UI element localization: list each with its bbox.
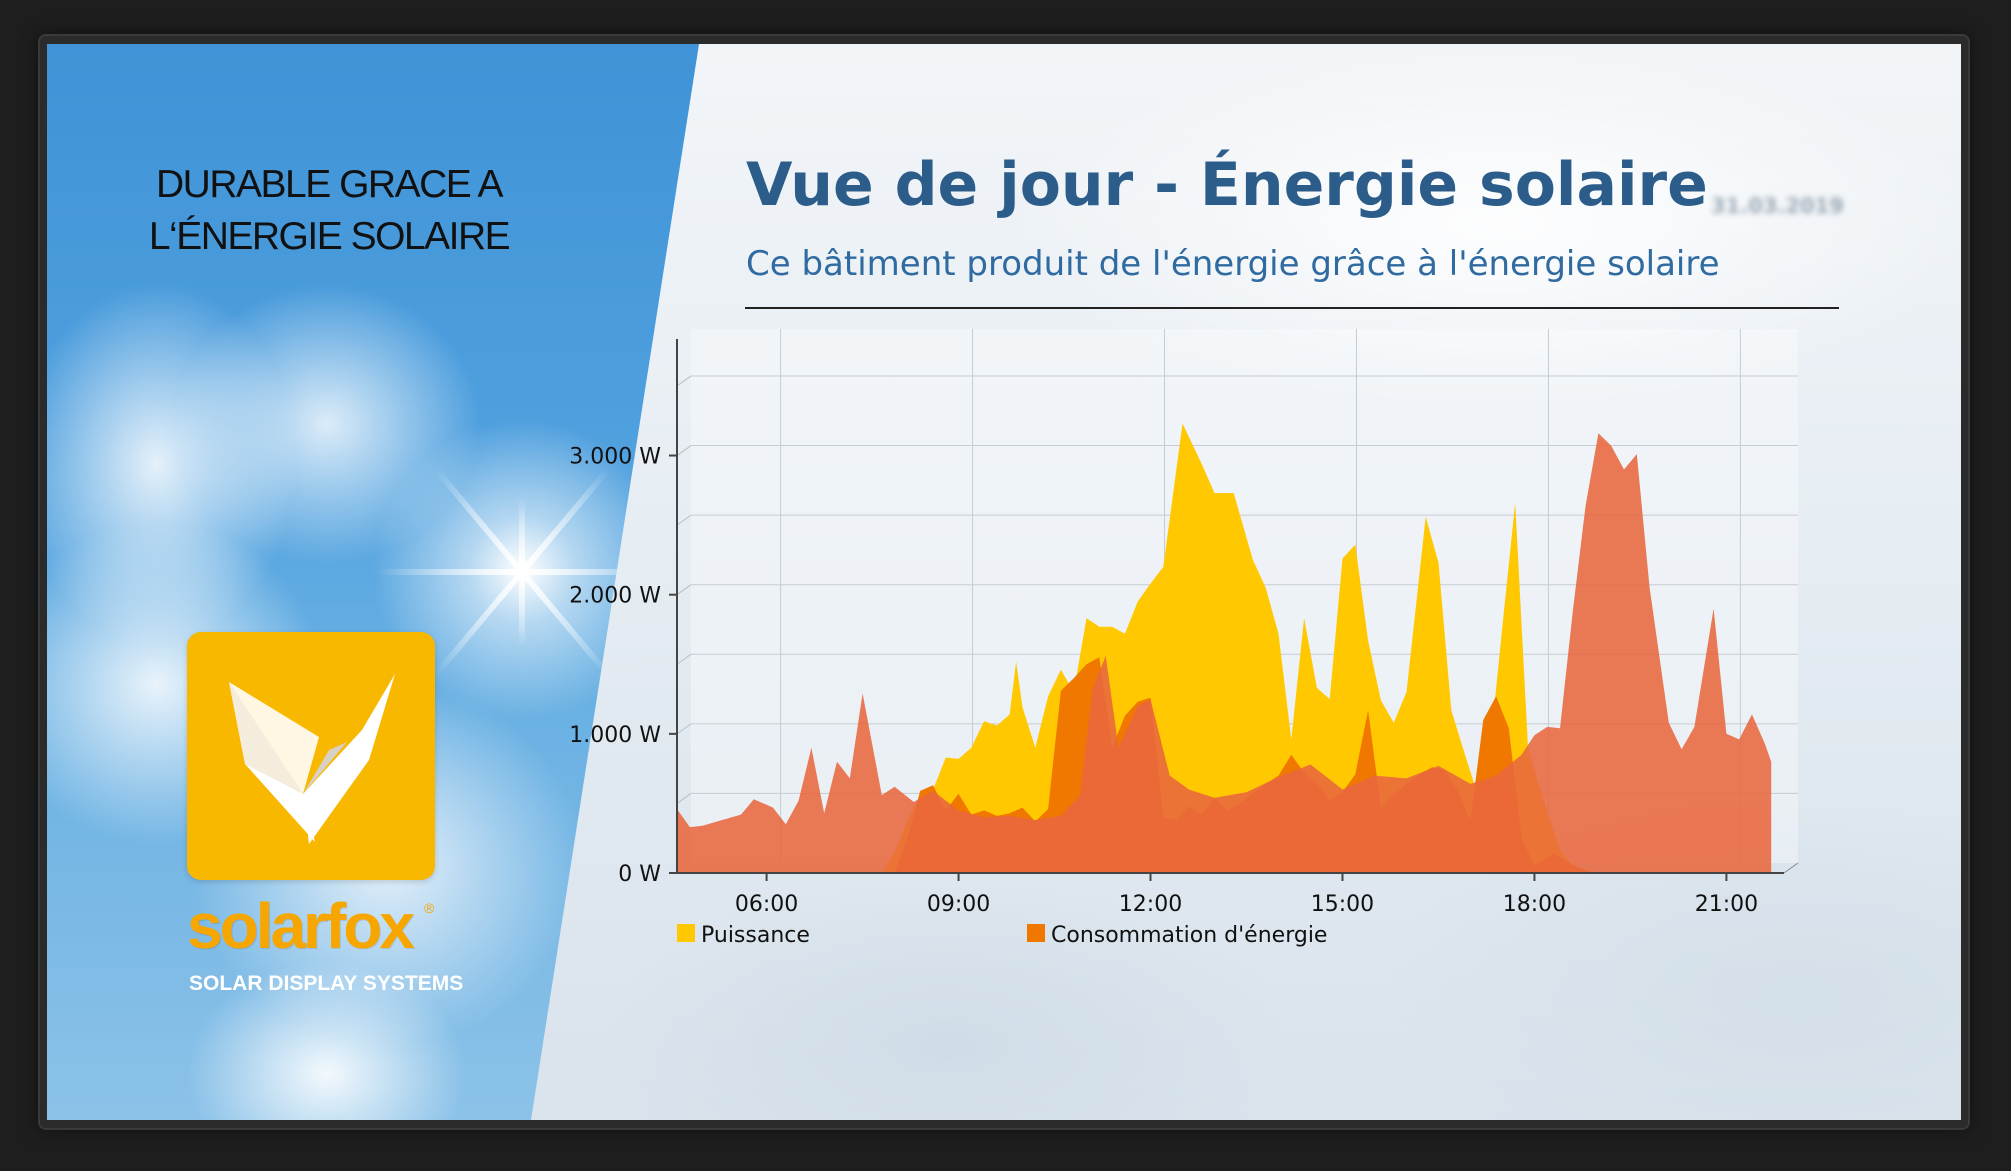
gridline-y-perspective: [676, 584, 692, 596]
gridline-y-perspective: [676, 445, 692, 456]
y-tick-label: 1.000 W: [569, 723, 661, 748]
gridline-y-perspective: [676, 793, 692, 804]
headline-line-1: DURABLE GRACE A: [156, 163, 503, 206]
page-subtitle: Ce bâtiment produit de l'énergie grâce à…: [746, 244, 1720, 284]
brand-wordmark: solarfox: [187, 890, 415, 962]
display-screen: DURABLE GRACE A L‘ÉNERGIE SOLAIRE solarf…: [47, 44, 1961, 1120]
legend-label: Puissance: [701, 923, 810, 948]
registered-mark: ®: [424, 900, 435, 916]
energy-area-chart: 0 W 1.000 W 2.000 W 3.000 W 06:00 09:00 12:00 1…: [569, 329, 1799, 948]
x-tick-label: 09:00: [927, 892, 990, 917]
solarfox-logo-tile: [187, 632, 435, 880]
area-series-unlabeled: [677, 433, 1772, 873]
solarfox-fox-icon: [229, 674, 395, 844]
headline-line-2: L‘ÉNERGIE SOLAIRE: [148, 215, 511, 258]
x-tick-label: 15:00: [1311, 892, 1374, 917]
legend-swatch: [1027, 924, 1045, 942]
title-divider: [745, 307, 1839, 309]
x-axis-corner: [1783, 862, 1799, 874]
x-tick-label: 12:00: [1119, 892, 1182, 917]
legend-swatch: [677, 924, 695, 942]
gridline-y-perspective: [676, 514, 692, 526]
y-tick-label: 3.000 W: [569, 445, 661, 470]
legend-label: Consommation d'énergie: [1051, 923, 1327, 948]
x-tick-label: 18:00: [1503, 892, 1566, 917]
sustainability-headline: DURABLE GRACE A L‘ÉNERGIE SOLAIRE: [119, 159, 539, 263]
chart-labels: 0 W 1.000 W 2.000 W 3.000 W 06:00 09:00 12:00 1…: [569, 445, 1758, 917]
gridline-y-perspective: [676, 653, 692, 665]
chart-axes: [669, 339, 1799, 881]
page-title: Vue de jour - Énergie solaire: [746, 150, 1708, 220]
y-tick-label: 0 W: [618, 862, 661, 887]
gridline-y-perspective: [676, 375, 692, 387]
x-tick-label: 21:00: [1695, 892, 1758, 917]
y-tick-label: 2.000 W: [569, 584, 661, 609]
chart-areas: [677, 423, 1784, 873]
gridline-y-perspective: [676, 723, 692, 735]
date-label: 31.03.2019: [1711, 194, 1844, 218]
brand-tagline: SOLAR DISPLAY SYSTEMS: [189, 972, 464, 995]
x-tick-label: 06:00: [735, 892, 798, 917]
chart-legend: Puissance Consommation d'énergie: [677, 923, 1327, 948]
